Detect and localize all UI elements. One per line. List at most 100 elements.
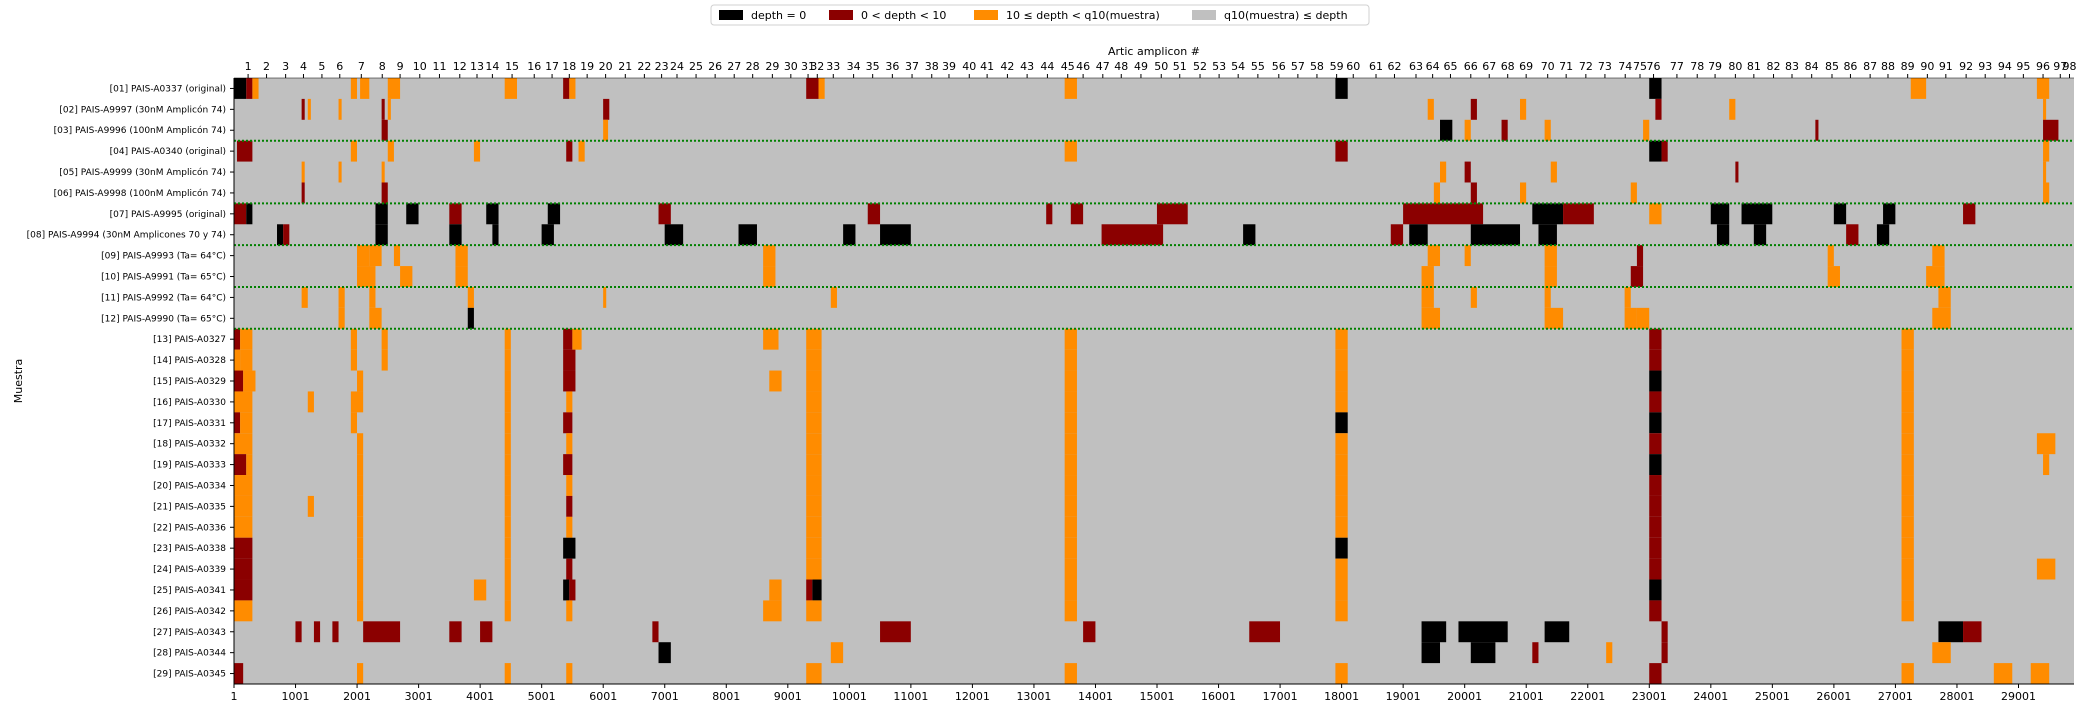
amplicon-tick-label: 49: [1134, 60, 1148, 73]
amplicon-tick-label: 70: [1541, 60, 1555, 73]
depth-segment: [2043, 161, 2047, 183]
amplicon-ticks: 1 2 3 4 5 6 7 8 9 10 11 12 13 14 15 16 17 18 19 20 21 22 23 24 2…: [245, 60, 2077, 78]
depth-segment: [504, 600, 511, 622]
position-tick-label: 18001: [1324, 690, 1359, 703]
sample-label: [02] PAIS-A9997 (30nM Amplicón 74): [59, 104, 226, 115]
top-axis-label: Artic amplicon #: [1108, 45, 1200, 58]
depth-segment: [1335, 78, 1348, 100]
depth-segment: [1544, 307, 1564, 330]
row-background: [234, 78, 2074, 100]
depth-segment: [381, 328, 388, 351]
row-background: [234, 370, 2074, 392]
depth-segment: [880, 224, 911, 246]
depth-segment: [234, 391, 253, 413]
depth-segment: [1649, 349, 1662, 372]
depth-segment: [1064, 328, 1077, 351]
amplicon-tick-label: 72: [1579, 60, 1593, 73]
depth-segment: [1544, 266, 1557, 288]
depth-segment: [381, 182, 388, 204]
amplicon-tick-label: 56: [1272, 60, 1286, 73]
depth-segment: [1470, 286, 1477, 309]
depth-segment: [1335, 495, 1348, 518]
amplicon-tick-label: 57: [1291, 60, 1305, 73]
amplicon-tick-label: 80: [1728, 60, 1742, 73]
depth-segment: [1433, 182, 1441, 204]
depth-segment: [307, 495, 314, 518]
depth-segment: [504, 663, 511, 685]
depth-segment: [806, 537, 822, 560]
depth-segment: [301, 286, 308, 309]
depth-segment: [806, 78, 819, 100]
sample-row: [234, 349, 2074, 372]
amplicon-tick-label: 75: [1633, 60, 1647, 73]
sample-row: [234, 286, 2074, 309]
depth-segment: [1470, 224, 1521, 246]
amplicon-tick-label: 37: [905, 60, 919, 73]
depth-segment: [234, 516, 253, 539]
depth-segment: [1427, 245, 1441, 267]
depth-segment: [1440, 119, 1453, 142]
depth-segment: [357, 266, 376, 288]
depth-segment: [1883, 203, 1896, 225]
depth-segment: [234, 370, 244, 392]
depth-segment: [563, 537, 576, 560]
amplicon-tick-label: 47: [1096, 60, 1110, 73]
depth-segment: [1083, 621, 1096, 643]
depth-segment: [818, 78, 825, 100]
depth-segment: [1827, 245, 1834, 267]
legend-swatch: [719, 10, 743, 20]
depth-segment: [1544, 119, 1551, 142]
depth-segment: [1335, 349, 1348, 372]
depth-segment: [1649, 391, 1662, 413]
depth-segment: [1064, 412, 1077, 434]
row-background: [234, 203, 2074, 225]
depth-segment: [769, 370, 782, 392]
sample-row: [234, 203, 2074, 225]
depth-segment: [234, 412, 241, 434]
sample-label: [29] PAIS-A0345: [153, 670, 226, 680]
depth-segment: [234, 600, 253, 622]
depth-segment: [1335, 475, 1348, 497]
depth-segment: [1335, 433, 1348, 455]
amplicon-tick-label: 82: [1767, 60, 1781, 73]
amplicon-tick-label: 58: [1310, 60, 1324, 73]
depth-segment: [1243, 224, 1256, 246]
depth-segment: [504, 558, 511, 581]
depth-segment: [806, 579, 813, 601]
amplicon-tick-label: 46: [1076, 60, 1090, 73]
depth-segment: [1064, 370, 1077, 392]
depth-segment: [1470, 182, 1477, 204]
depth-segment: [569, 78, 576, 100]
depth-segment: [806, 475, 822, 497]
amplicon-tick-label: 89: [1901, 60, 1915, 73]
depth-segment: [1649, 579, 1662, 601]
depth-segment: [381, 161, 385, 183]
amplicon-tick-label: 94: [1998, 60, 2012, 73]
depth-segment: [1716, 224, 1730, 246]
sample-row: [234, 433, 2074, 455]
depth-segment: [566, 663, 573, 685]
amplicon-tick-label: 38: [925, 60, 939, 73]
depth-segment: [375, 224, 388, 246]
sample-label: [24] PAIS-A0339: [153, 565, 226, 575]
depth-segment: [806, 558, 822, 581]
amplicon-tick-label: 33: [826, 60, 840, 73]
depth-segment: [387, 140, 394, 163]
depth-segment: [1421, 307, 1441, 330]
amplicon-tick-label: 23: [655, 60, 669, 73]
position-tick-label: 23001: [1632, 690, 1667, 703]
depth-segment: [563, 349, 576, 372]
depth-segment: [1649, 140, 1662, 163]
sample-label: [07] PAIS-A9995 (original): [110, 210, 226, 220]
sample-label: [06] PAIS-A9998 (100nM Amplicón 74): [54, 188, 226, 199]
amplicon-tick-label: 73: [1598, 60, 1612, 73]
depth-segment: [504, 516, 511, 539]
depth-segment: [806, 454, 822, 476]
depth-segment: [1649, 78, 1662, 100]
amplicon-tick-label: 17: [545, 60, 559, 73]
amplicon-tick-label: 26: [708, 60, 722, 73]
sample-row: [234, 119, 2074, 142]
depth-segment: [578, 140, 585, 163]
depth-segment: [234, 203, 247, 225]
